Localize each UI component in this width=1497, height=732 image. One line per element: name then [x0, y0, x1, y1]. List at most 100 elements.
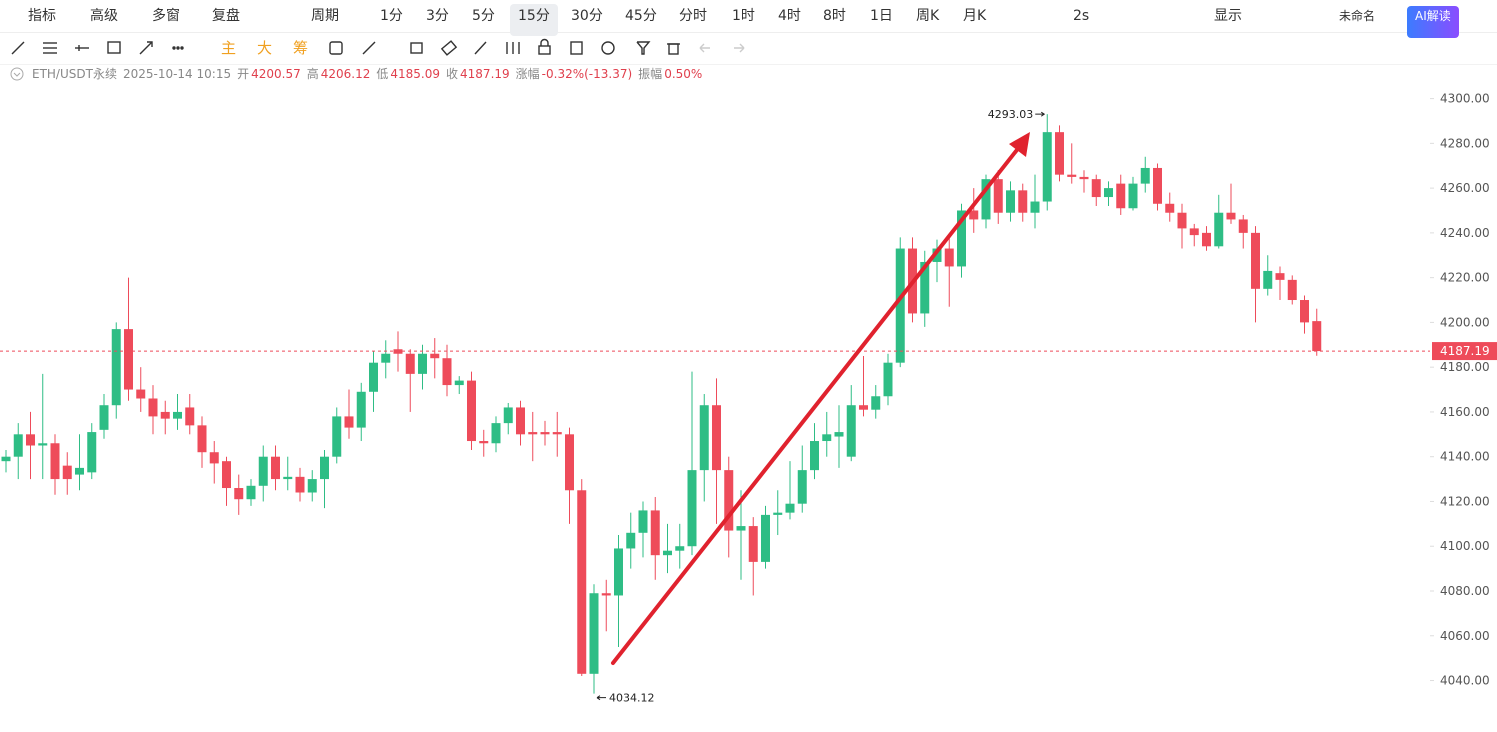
info-label: 开: [237, 67, 250, 81]
candle-body: [1140, 167, 1150, 184]
period-button[interactable]: 分时: [679, 8, 707, 24]
candle-body: [663, 550, 672, 556]
candle-body: [381, 353, 391, 363]
period-button[interactable]: 1日: [870, 8, 893, 24]
candle-body: [920, 261, 930, 314]
candle-body: [454, 380, 464, 386]
candle-body: [356, 391, 366, 428]
period-button[interactable]: 45分: [625, 8, 657, 24]
toolbar-button[interactable]: 显示: [1214, 8, 1242, 24]
candle-body: [1202, 232, 1211, 247]
toolbar-button[interactable]: 指标: [28, 8, 56, 24]
candle-body: [516, 407, 525, 435]
y-tick-label: 4160.00: [1440, 405, 1490, 419]
candle-body: [1006, 190, 1015, 213]
candle-body: [981, 179, 991, 220]
toolbar-button[interactable]: 多窗: [152, 8, 180, 24]
toolbar-button[interactable]: 高级: [90, 8, 118, 24]
indicator-toggle[interactable]: 主: [221, 39, 237, 57]
candle-body: [1079, 176, 1089, 180]
draw-tool-icons: [11, 38, 745, 56]
toolbar-button[interactable]: 未命名: [1339, 9, 1376, 23]
candle-body: [1263, 270, 1273, 289]
period-button[interactable]: 4时: [778, 8, 801, 24]
candle-body: [136, 389, 146, 399]
trend-arrow-head: [1009, 132, 1030, 157]
candle-body: [38, 443, 48, 446]
high-pointer: [1035, 111, 1046, 117]
candle-body: [675, 546, 685, 551]
candle-body: [1251, 232, 1260, 289]
period-button[interactable]: 15分: [510, 4, 558, 36]
y-tick-label: 4120.00: [1440, 494, 1490, 508]
candle-body: [969, 210, 979, 220]
candle-body: [258, 456, 268, 486]
collapse-icon[interactable]: [10, 67, 24, 81]
candle-body: [797, 470, 807, 504]
period-button[interactable]: 1分: [380, 8, 403, 24]
candle-body: [748, 526, 758, 562]
candle-body: [124, 329, 133, 390]
low-annotation: 4034.12: [609, 692, 655, 705]
candle-body: [197, 425, 207, 453]
candle-body: [1165, 203, 1175, 213]
candle-body: [344, 416, 354, 428]
collapse-chevron: [13, 72, 21, 77]
candle-body: [957, 210, 966, 267]
period-button[interactable]: 8时: [823, 8, 846, 24]
last-price-tag: [1432, 342, 1497, 361]
candle-body: [761, 514, 770, 562]
candle-body: [246, 485, 256, 500]
candle-body: [638, 510, 648, 533]
candle-body: [944, 248, 954, 267]
candle-body: [442, 358, 452, 386]
period-button[interactable]: 1时: [732, 8, 755, 24]
toolbar-button[interactable]: 复盘: [212, 8, 240, 24]
candle-body: [552, 432, 562, 435]
candle-body: [773, 512, 783, 515]
candle-body: [883, 362, 893, 397]
candle-body: [871, 396, 881, 410]
y-tick-label: 4260.00: [1440, 181, 1490, 195]
candle-body: [1300, 300, 1309, 323]
candle-body: [614, 548, 623, 596]
indicator-toggle[interactable]: 大: [257, 39, 273, 57]
period-button[interactable]: 月K: [963, 8, 987, 24]
candle-body: [185, 407, 195, 426]
candle-body: [369, 362, 378, 392]
candle-body: [234, 488, 244, 500]
candle-body: [75, 467, 84, 475]
candle-body: [295, 476, 305, 493]
last-price-label: 4187.19: [1440, 344, 1490, 358]
y-tick-label: 4280.00: [1440, 136, 1490, 150]
candle-body: [932, 248, 942, 262]
candle-body: [810, 441, 819, 471]
low-pointer: [596, 695, 606, 701]
candle-body: [846, 405, 856, 457]
candle-body: [626, 532, 636, 549]
candle-body: [50, 443, 60, 480]
indicator-toggle[interactable]: 筹: [293, 39, 309, 57]
candle-body: [712, 405, 721, 471]
period-button[interactable]: 30分: [571, 8, 603, 24]
toolbar-button[interactable]: AI解读: [1407, 6, 1459, 38]
toolbar-button[interactable]: 周期: [311, 8, 339, 24]
info-label: 收: [446, 67, 459, 81]
candle-body: [528, 432, 538, 435]
candle-body: [491, 423, 501, 444]
period-button[interactable]: 5分: [472, 8, 495, 24]
period-button[interactable]: 3分: [426, 8, 449, 24]
toolbar-button[interactable]: 2s: [1073, 8, 1090, 24]
candle-body: [699, 405, 709, 471]
period-button[interactable]: 周K: [916, 8, 940, 24]
candle-body: [1091, 179, 1101, 198]
candle-body: [271, 456, 280, 480]
candle-body: [26, 434, 35, 446]
candle-body: [1067, 174, 1077, 177]
candle-body: [62, 465, 72, 480]
candle-body: [1018, 190, 1028, 213]
candle-body: [1312, 321, 1322, 352]
candle-body: [160, 411, 170, 419]
candle-body: [834, 432, 844, 437]
